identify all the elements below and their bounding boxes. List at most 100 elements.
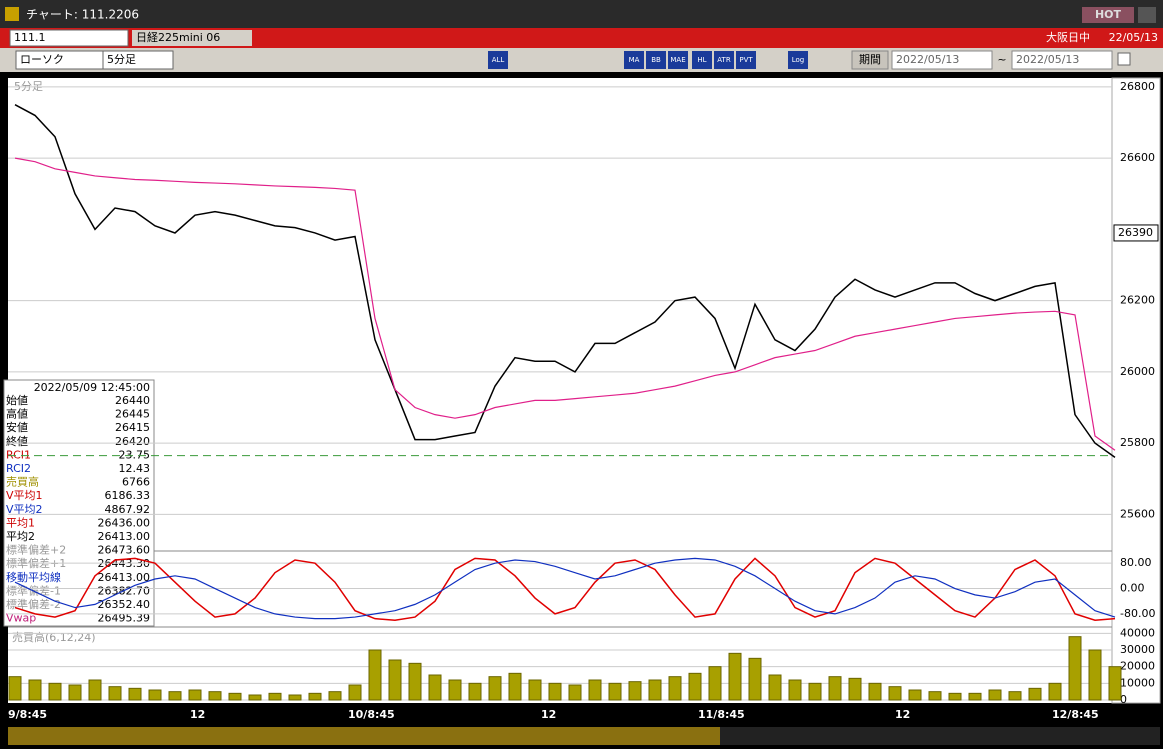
y-tick-label: 0.00 xyxy=(1120,582,1145,595)
volume-bar xyxy=(128,687,142,701)
volume-bar xyxy=(1108,666,1122,701)
info-label: RCI2 xyxy=(6,462,31,475)
volume-bar xyxy=(388,659,402,701)
volume-bar xyxy=(728,652,742,701)
time-axis xyxy=(0,705,1163,725)
tool-button[interactable] xyxy=(624,51,644,69)
volume-bar xyxy=(448,679,462,701)
tool-button-label: ATR xyxy=(717,56,731,64)
volume-bar xyxy=(488,676,502,701)
series-line xyxy=(14,557,1116,622)
volume-bar xyxy=(948,692,962,701)
volume-bar xyxy=(508,672,522,701)
volume-bar xyxy=(168,691,182,701)
info-label: Vwap xyxy=(6,612,36,625)
window-title: チャート: 111.2206 xyxy=(26,8,139,22)
info-label: V平均1 xyxy=(6,489,43,502)
volume-bar xyxy=(548,682,562,701)
tool-button-label: MAE xyxy=(670,56,685,64)
info-value: 6186.33 xyxy=(105,489,151,502)
tilde: ~ xyxy=(997,53,1006,66)
volume-bar xyxy=(788,679,802,701)
volume-bar xyxy=(868,682,882,701)
tool-button[interactable] xyxy=(788,51,808,69)
volume-bar xyxy=(208,691,222,701)
symbol-bar xyxy=(0,28,1163,48)
scrollbar-track[interactable] xyxy=(720,727,1160,745)
info-value: 12.43 xyxy=(119,462,151,475)
hot-label: HOT xyxy=(1095,8,1122,21)
volume-bar xyxy=(928,691,942,701)
time-label: 12 xyxy=(895,708,910,721)
series-line xyxy=(14,157,1116,451)
name-box xyxy=(132,30,252,46)
volume-bar xyxy=(988,689,1002,701)
last-price-box xyxy=(1113,224,1159,242)
tool-button[interactable] xyxy=(692,51,712,69)
info-value: 6766 xyxy=(122,476,150,489)
tool-button[interactable] xyxy=(668,51,688,69)
volume-bar xyxy=(268,692,282,701)
info-label: 平均1 xyxy=(6,516,35,529)
symbol-name: 日経225mini 06 xyxy=(136,31,220,44)
volume-bar xyxy=(1048,682,1062,701)
tool-button[interactable] xyxy=(736,51,756,69)
volume-bar xyxy=(228,692,242,701)
info-value: 4867.92 xyxy=(105,503,151,516)
scrollbar-thumb[interactable] xyxy=(8,727,720,745)
volume-bar xyxy=(968,692,982,701)
volume-bar xyxy=(248,694,262,701)
volume-bar xyxy=(908,689,922,701)
info-datetime: 2022/05/09 12:45:00 xyxy=(34,381,150,394)
tool-button[interactable] xyxy=(488,51,508,69)
title-bar xyxy=(0,0,1163,28)
volume-bar xyxy=(408,662,422,701)
info-label: RCI1 xyxy=(6,448,31,461)
volume-bar xyxy=(768,674,782,701)
y-tick-label: 40000 xyxy=(1120,626,1155,639)
y-tick-label: 20000 xyxy=(1120,660,1155,673)
time-label: 10/8:45 xyxy=(348,708,395,721)
tool-button-label: PVT xyxy=(739,56,753,64)
to-input[interactable] xyxy=(1011,50,1113,70)
volume-bar xyxy=(468,682,482,701)
y-tick-label: 26000 xyxy=(1120,365,1155,378)
period-button[interactable] xyxy=(851,50,889,70)
volume-bar xyxy=(328,691,342,701)
panel-label: 売買高(6,12,24) xyxy=(12,630,96,644)
from-input[interactable] xyxy=(891,50,993,70)
last-price: 26390 xyxy=(1118,226,1153,239)
volume-bar xyxy=(1028,687,1042,701)
info-label: V平均2 xyxy=(6,503,43,516)
series-line xyxy=(14,557,1116,620)
tool-button[interactable] xyxy=(646,51,666,69)
tool-button-label: ALL xyxy=(492,56,505,64)
volume-bar xyxy=(688,672,702,701)
volume-bar xyxy=(888,686,902,701)
symbol-input[interactable] xyxy=(9,29,129,47)
volume-bar xyxy=(288,694,302,701)
close-button[interactable] xyxy=(1138,7,1156,23)
volume-bar xyxy=(668,676,682,701)
info-label: 平均2 xyxy=(6,530,35,543)
volume-bar xyxy=(1068,636,1082,701)
y-tick-label: 80.00 xyxy=(1120,556,1152,569)
info-value: 26445 xyxy=(115,408,150,421)
interval-select[interactable] xyxy=(102,50,174,70)
info-value: 26420 xyxy=(115,435,150,448)
checkbox[interactable] xyxy=(1117,52,1131,66)
hot-button[interactable] xyxy=(1082,7,1134,23)
tool-button-label: BB xyxy=(651,56,661,64)
volume-bar xyxy=(1008,691,1022,701)
volume-bar xyxy=(608,682,622,701)
series-line xyxy=(14,104,1116,458)
info-label: 標準偏差-2 xyxy=(6,597,61,611)
info-label: 移動平均線 xyxy=(6,570,61,584)
to-date: 2022/05/13 xyxy=(1016,53,1079,66)
time-label: 12 xyxy=(190,708,205,721)
app-icon xyxy=(5,7,19,21)
tool-button[interactable] xyxy=(714,51,734,69)
tool-button-label: HL xyxy=(697,56,706,64)
volume-bar xyxy=(648,679,662,701)
